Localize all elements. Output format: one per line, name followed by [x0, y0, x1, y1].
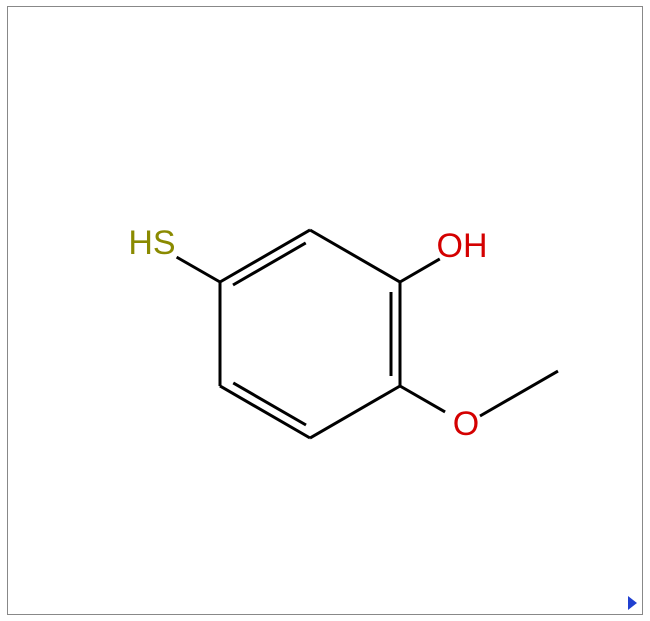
bond-line [219, 282, 222, 386]
diagram-frame [7, 6, 643, 615]
atom-label-o: O [453, 407, 479, 441]
bond-line [399, 282, 402, 386]
corner-play-icon [628, 596, 637, 610]
atom-label-hs: HS [128, 226, 175, 260]
atom-label-oh: OH [437, 229, 488, 263]
bond-line [390, 292, 393, 376]
diagram-canvas: HS OH O [0, 0, 650, 621]
